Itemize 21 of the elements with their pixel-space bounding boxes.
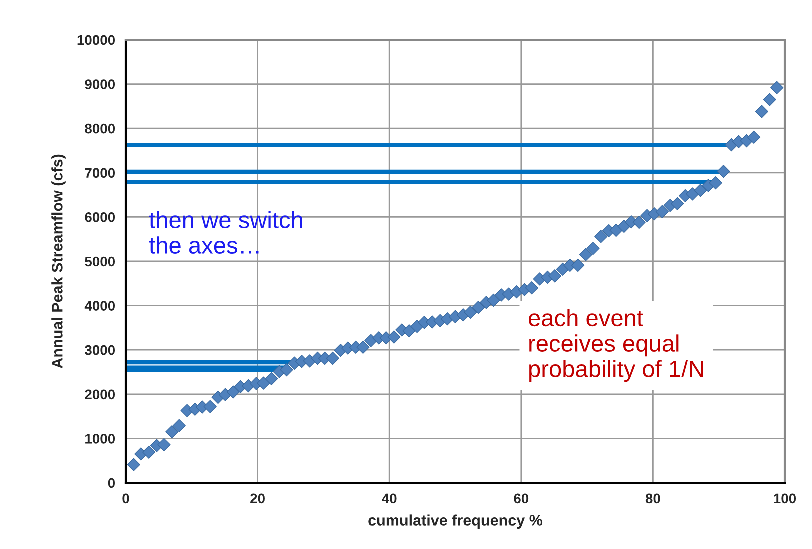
y-tick-label: 6000	[85, 212, 116, 222]
x-tick-label: 60	[514, 494, 529, 504]
x-tick-label: 100	[774, 494, 796, 504]
y-tick-label: 0	[108, 478, 116, 488]
y-tick-label: 9000	[85, 80, 116, 90]
annotation: then we switch the axes…	[149, 211, 302, 254]
y-tick-label: 5000	[85, 256, 116, 267]
y-tick-label: 4000	[84, 301, 116, 311]
x-axis-title: cumulative frequency %	[368, 514, 543, 529]
y-tick-label: 1000	[86, 434, 116, 444]
x-tick-label: 40	[382, 494, 397, 504]
y-tick-label: 7000	[85, 168, 116, 178]
annotation: each event receives equal probability of 1/N	[528, 309, 704, 382]
y-tick-label: 10000	[78, 35, 116, 46]
y-tick-label: 2000	[85, 390, 116, 400]
y-tick-label: 3000	[85, 345, 116, 356]
y-axis-title: Annual Peak Streamflow (cfs)	[52, 154, 66, 369]
y-tick-label: 8000	[85, 124, 116, 134]
x-tick-label: 20	[250, 494, 265, 504]
x-tick-label: 0	[122, 494, 130, 504]
x-tick-label: 80	[646, 494, 660, 504]
